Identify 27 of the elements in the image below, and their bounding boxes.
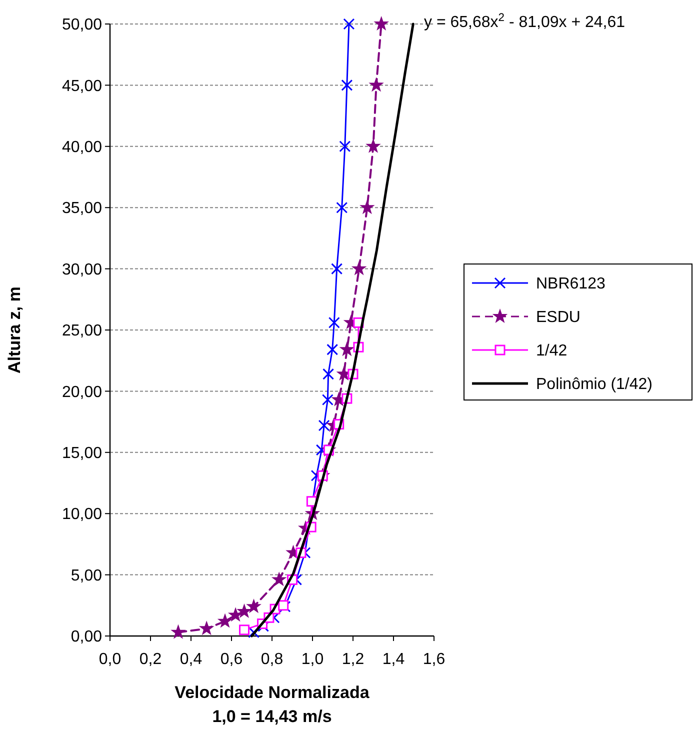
- x-tick-label: 1,0: [301, 651, 324, 668]
- x-tick-label: 1,6: [422, 651, 446, 668]
- y-tick-label: 5,00: [70, 567, 102, 584]
- y-axis-title: Altura z, m: [5, 286, 24, 374]
- y-tick-label: 40,00: [62, 139, 102, 156]
- y-tick-label: 0,00: [70, 628, 102, 646]
- y-tick-label: 35,00: [62, 200, 102, 218]
- legend-label: 1/42: [536, 342, 568, 360]
- y-tick-label: 25,00: [62, 322, 102, 340]
- y-tick-label: 30,00: [62, 261, 102, 278]
- legend-label: Polinômio (1/42): [536, 376, 652, 394]
- x-axis-title: Velocidade Normalizada 1,0 = 14,43 m/s: [174, 683, 370, 726]
- x-tick-label: 0,8: [260, 651, 284, 668]
- legend-label: NBR6123: [536, 276, 606, 293]
- x-tick-label: 0,0: [98, 651, 122, 668]
- x-tick-label: 0,2: [139, 651, 162, 668]
- x-tick-label: 1,2: [342, 651, 364, 668]
- annotation: y = 65,68x$^{2}$ - 81,09x + 24,61: [424, 12, 626, 31]
- y-tick-label: 15,00: [62, 445, 102, 462]
- y-tick-label: 10,00: [62, 506, 102, 524]
- x-tick-label: 0,6: [220, 651, 243, 668]
- y-tick-label: 50,00: [62, 16, 102, 34]
- x-tick-label: 0,4: [180, 651, 202, 668]
- legend-label: ESDU: [536, 309, 580, 326]
- y-tick-label: 45,00: [62, 78, 102, 95]
- x-tick-label: 1,4: [382, 651, 405, 668]
- y-tick-label: 20,00: [62, 384, 102, 401]
